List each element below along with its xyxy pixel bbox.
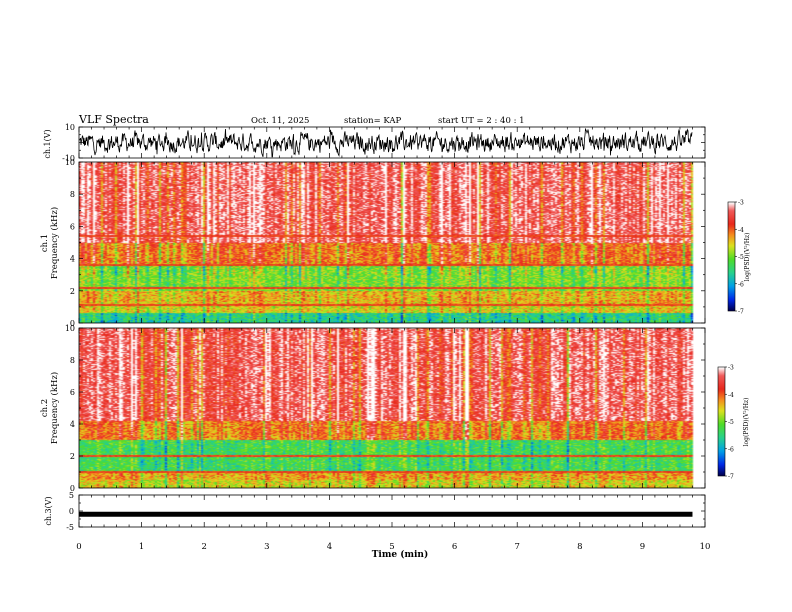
- ch1-ytick-top: 10: [65, 123, 75, 132]
- x-axis-tick-labels: 0 1 2 3 4 5 6 7 8 9 10: [76, 542, 710, 552]
- ch2-spectrogram-ytick-labels: 0 2 4 6 8 10: [65, 324, 75, 493]
- colorbar-tick-label: -7: [738, 309, 744, 316]
- ch1-spectrogram-ytick-label: 0: [70, 319, 75, 328]
- colorbar-tick-label: -4: [738, 227, 744, 234]
- ch2-spectrogram-ylabel: Frequency (kHz): [49, 372, 60, 444]
- ch1-spectrogram-channel: ch.1: [40, 234, 50, 252]
- ch3-waveform-ticks: [78, 494, 706, 528]
- x-tick-label: 9: [640, 542, 645, 552]
- ch1-spectrogram-image: [79, 162, 705, 323]
- ch2-colorbar-ticks: -3 -4 -5 -6 -7: [725, 365, 734, 481]
- x-tick-label: 7: [514, 542, 519, 552]
- x-tick-label: 8: [577, 542, 582, 552]
- date-label: Oct. 11, 2025: [251, 116, 309, 126]
- ch1-colorbar-ticks: -3 -4 -5 -6 -7: [735, 200, 744, 316]
- ch1-spectrogram-ytick-label: 4: [70, 255, 75, 264]
- ch2-spectrogram-ytick-label: 2: [70, 452, 75, 461]
- ch3-ytick-top: 5: [69, 491, 74, 500]
- x-axis-label: Time (min): [372, 549, 429, 560]
- ch1-colorbar-label: log(PSD)(V²/Hz): [744, 233, 751, 282]
- ch3-waveform-panel: 5 0 -5 ch.3(V): [44, 491, 706, 532]
- colorbar-tick-label: -5: [738, 254, 744, 261]
- ch1-spectrogram-ytick-label: 6: [70, 222, 75, 231]
- ch1-waveform-ylabel: ch.1(V): [43, 129, 52, 158]
- ch3-ytick-bottom: -5: [66, 523, 74, 532]
- colorbar-tick-label: -3: [728, 365, 734, 372]
- colorbar-tick-label: -6: [728, 446, 734, 453]
- colorbar-tick-label: -6: [738, 281, 744, 288]
- x-tick-label: 5: [389, 542, 394, 552]
- figure-title: VLF Spectra: [78, 113, 149, 126]
- colorbar-tick-label: -4: [728, 392, 734, 399]
- ch2-spectrogram-image: [79, 328, 705, 488]
- ch1-spectrogram-ytick-label: 2: [70, 287, 75, 296]
- x-tick-label: 3: [264, 542, 269, 552]
- ch1-colorbar-gradient: [728, 202, 735, 311]
- station-label: station= KAP: [344, 116, 402, 126]
- ch1-spectrogram-ylabel: Frequency (kHz): [49, 207, 60, 279]
- ch1-waveform-panel: 10 -10 ch.1(V): [43, 123, 706, 163]
- ch2-colorbar-label: log(PSD)(V²/Hz): [743, 398, 750, 447]
- x-tick-label: 10: [700, 542, 711, 552]
- ch2-spectrogram-ytick-label: 10: [65, 324, 75, 333]
- ch1-spectrogram-ticks: [78, 161, 706, 324]
- ch2-spectrogram-ytick-label: 4: [70, 420, 75, 429]
- ch1-spectrogram-panel: 0 2 4 6 8 10 ch.1 Frequency (kHz): [40, 158, 706, 328]
- colorbar-tick-label: -3: [738, 200, 744, 207]
- ch2-spectrogram-ytick-label: 0: [70, 484, 75, 493]
- ch1-spectrogram-ytick-label: 10: [65, 158, 75, 167]
- colorbar-tick-label: -7: [728, 474, 734, 481]
- ch1-ytick-bottom: -10: [62, 154, 75, 163]
- ch2-spectrogram-channel: ch.2: [40, 399, 50, 417]
- colorbar-tick-label: -5: [728, 419, 734, 426]
- ch3-waveform-ylabel: ch.3(V): [44, 496, 53, 525]
- ch1-colorbar: -3 -4 -5 -6 -7 log(PSD)(V²/Hz): [727, 200, 751, 316]
- ch1-waveform-trace: [79, 128, 693, 158]
- ch2-spectrogram-panel: 0 2 4 6 8 10 ch.2 Frequency (kHz): [40, 324, 706, 493]
- x-tick-label: 0: [76, 542, 81, 552]
- x-tick-label: 2: [201, 542, 206, 552]
- x-tick-label: 4: [327, 542, 332, 552]
- ch2-spectrogram-ytick-label: 6: [70, 388, 75, 397]
- ch3-ytick-mid: 0: [69, 507, 74, 516]
- ch1-waveform-ticks: [78, 126, 706, 159]
- x-tick-label: 1: [139, 542, 144, 552]
- x-tick-label: 6: [452, 542, 457, 552]
- ch2-colorbar-gradient: [718, 367, 725, 476]
- ch1-spectrogram-ytick-label: 8: [70, 190, 75, 199]
- ch2-spectrogram-ytick-label: 8: [70, 356, 75, 365]
- ch2-colorbar: -3 -4 -5 -6 -7 log(PSD)(V²/Hz): [717, 365, 750, 481]
- start-time-label: start UT = 2 : 40 : 1: [438, 116, 525, 126]
- ch1-spectrogram-ytick-labels: 0 2 4 6 8 10: [65, 158, 75, 328]
- ch2-spectrogram-ticks: [78, 327, 706, 489]
